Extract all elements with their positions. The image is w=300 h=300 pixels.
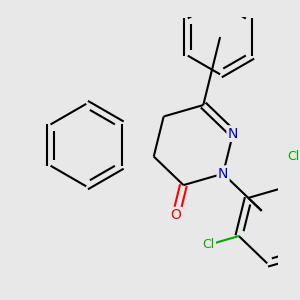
Text: O: O: [171, 208, 182, 222]
Text: N: N: [218, 167, 228, 181]
Text: Cl: Cl: [202, 238, 215, 251]
Text: Cl: Cl: [287, 150, 300, 163]
Text: N: N: [228, 127, 238, 141]
